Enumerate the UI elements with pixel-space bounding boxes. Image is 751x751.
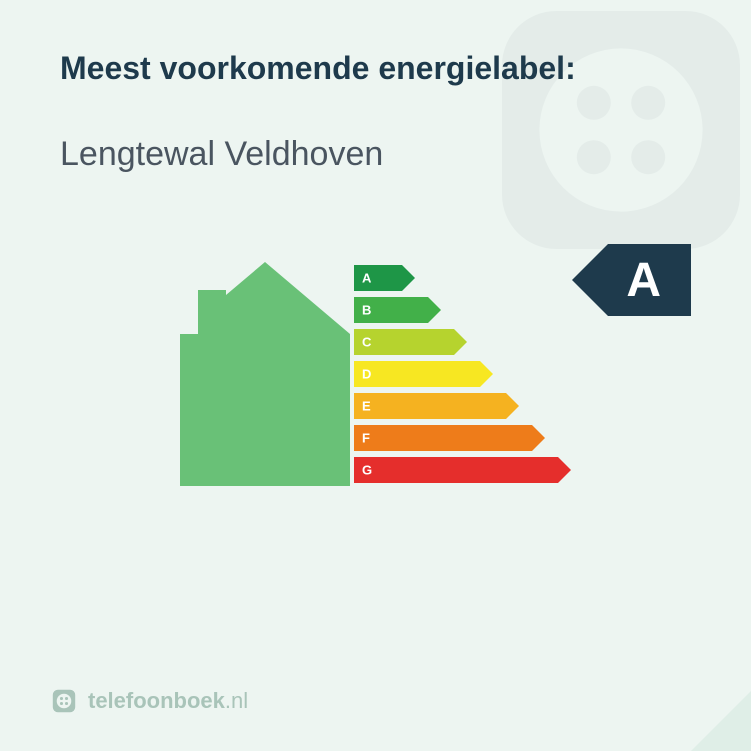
brand-icon	[50, 687, 78, 715]
bar-label: E	[362, 399, 371, 414]
brand-text: telefoonboek.nl	[88, 688, 248, 714]
location-subtitle: Lengtewal Veldhoven	[60, 135, 691, 174]
footer-brand: telefoonboek.nl	[50, 687, 248, 715]
energy-bar-g: G	[354, 457, 571, 483]
page-title: Meest voorkomende energielabel:	[60, 50, 691, 87]
energy-bar-f: F	[354, 425, 571, 451]
bar-label: D	[362, 367, 371, 382]
energy-bars: A B C D E F G	[354, 265, 571, 483]
result-letter: A	[626, 253, 661, 308]
bar-label: B	[362, 303, 371, 318]
energy-bar-d: D	[354, 361, 571, 387]
energy-graphic: A B C D E F G A	[60, 244, 691, 504]
result-badge: A	[572, 244, 691, 316]
bar-label: C	[362, 335, 371, 350]
house-icon	[180, 262, 350, 486]
energy-bar-e: E	[354, 393, 571, 419]
bar-label: G	[362, 463, 372, 478]
bar-label: A	[362, 271, 371, 286]
energy-bar-a: A	[354, 265, 571, 291]
energy-bar-c: C	[354, 329, 571, 355]
energy-bar-b: B	[354, 297, 571, 323]
corner-fold	[691, 691, 751, 751]
bar-label: F	[362, 431, 370, 446]
